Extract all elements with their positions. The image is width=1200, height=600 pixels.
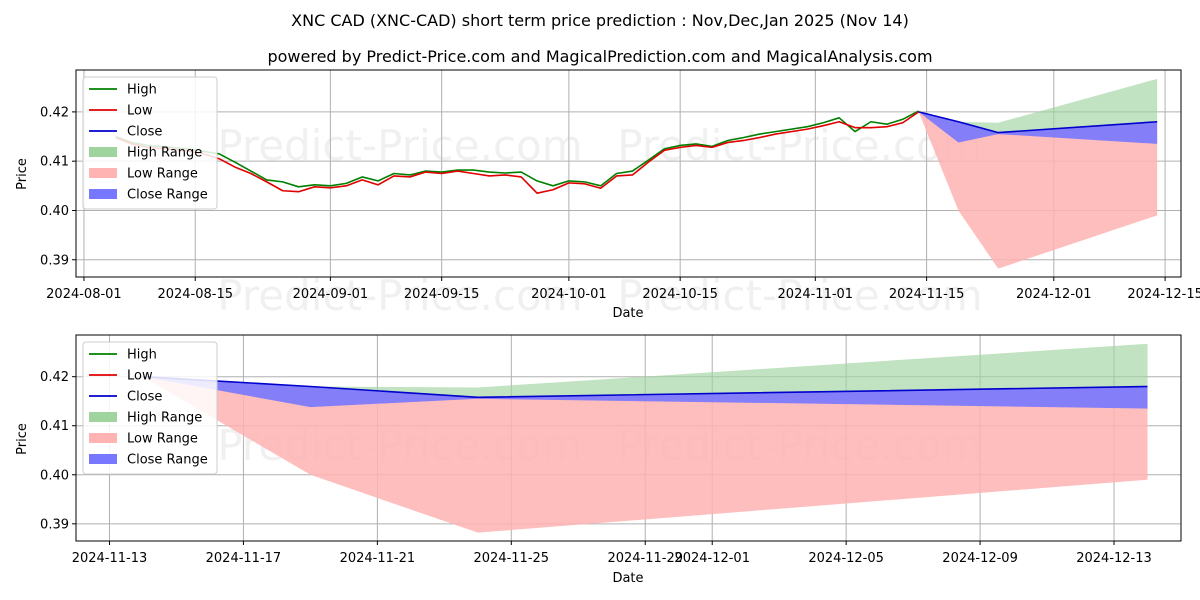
x-axis-label: Date [612, 571, 643, 586]
watermark-top-1: Predict-Price.com [217, 121, 582, 170]
y-axis-label: Price [15, 423, 30, 455]
high-range-band [918, 78, 1158, 133]
low-series-line [115, 111, 920, 195]
legend-label: Close [127, 125, 162, 140]
watermark-top-3: Predict-Price.com [217, 271, 582, 320]
y-tick-label: 0.40 [40, 204, 69, 219]
y-tick-label: 0.40 [40, 468, 69, 483]
high-range-band [142, 343, 1148, 398]
legend-swatch-patch [89, 412, 117, 422]
x-tick-label: 2024-12-05 [808, 551, 884, 566]
x-tick-label: 2024-11-13 [72, 551, 148, 566]
x-tick-label: 2024-11-25 [474, 551, 550, 566]
close-range-band [142, 376, 1148, 409]
close-forecast-line [918, 111, 1158, 134]
y-tick-label: 0.41 [40, 419, 69, 434]
legend-swatch-patch [89, 168, 117, 178]
legend-swatch-patch [89, 454, 117, 464]
x-tick-label: 2024-11-01 [778, 287, 854, 302]
legend-swatch-patch [89, 189, 117, 199]
legend-label: Low [127, 104, 153, 119]
x-tick-label: 2024-12-01 [1016, 287, 1092, 302]
x-tick-label: 2024-10-15 [642, 287, 718, 302]
y-tick-label: 0.39 [40, 253, 69, 268]
legend-label: High [127, 83, 157, 98]
x-tick-label: 2024-11-29 [607, 551, 683, 566]
x-tick-label: 2024-08-01 [46, 287, 122, 302]
x-tick-label: 2024-10-01 [531, 287, 607, 302]
legend-label: High [127, 348, 157, 363]
x-tick-label: 2024-11-15 [889, 287, 965, 302]
top-price-chart: Predict-Price.com Predict-Price.com Pred… [15, 69, 1200, 321]
chart-title: XNC CAD (XNC-CAD) short term price predi… [291, 11, 909, 30]
y-tick-label: 0.39 [40, 517, 69, 532]
low-range-band [918, 111, 1158, 269]
chart-subtitle: powered by Predict-Price.com and Magical… [267, 47, 932, 66]
y-tick-label: 0.42 [40, 370, 69, 385]
high-series-line [115, 110, 920, 188]
low-range-band [142, 376, 1148, 533]
x-tick-label: 2024-08-15 [157, 287, 233, 302]
legend-label: High Range [127, 146, 202, 161]
legend-label: Low Range [127, 167, 198, 182]
plot-frame [75, 334, 1182, 542]
x-tick-label: 2024-12-13 [1076, 551, 1152, 566]
y-tick-label: 0.42 [40, 105, 69, 120]
x-tick-label: 2024-09-01 [293, 287, 369, 302]
legend-label: Low Range [127, 432, 198, 447]
x-tick-label: 2024-09-15 [404, 287, 480, 302]
legend-swatch-patch [89, 433, 117, 443]
legend-label: Close Range [127, 188, 208, 203]
legend-label: High Range [127, 411, 202, 426]
legend-swatch-patch [89, 147, 117, 157]
y-axis-label: Price [15, 158, 30, 190]
x-tick-label: 2024-12-15 [1127, 287, 1200, 302]
close-forecast-line [142, 375, 1148, 399]
x-axis-label: Date [612, 306, 643, 321]
legend-label: Close [127, 390, 162, 405]
plot-frame [75, 69, 1182, 278]
x-tick-label: 2024-11-17 [206, 551, 282, 566]
legend-label: Close Range [127, 453, 208, 468]
close-range-band [918, 111, 1158, 144]
x-tick-label: 2024-12-01 [674, 551, 750, 566]
bottom-forecast-chart: Predict-Price.com Predict-Price.com 0.39… [15, 334, 1182, 586]
legend-label: Low [127, 369, 153, 384]
x-tick-label: 2024-12-09 [942, 551, 1018, 566]
watermark-top-4: Predict-Price.com [617, 271, 982, 320]
x-tick-label: 2024-11-21 [340, 551, 416, 566]
y-tick-label: 0.41 [40, 155, 69, 170]
